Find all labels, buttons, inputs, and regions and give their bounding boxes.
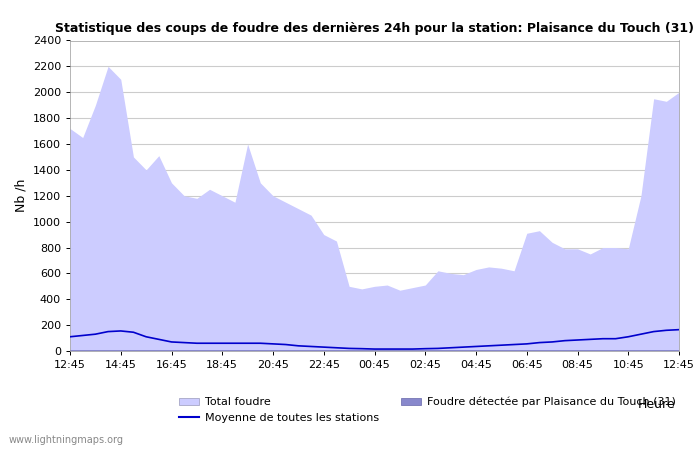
Legend: Total foudre, Moyenne de toutes les stations, Foudre détectée par Plaisance du T: Total foudre, Moyenne de toutes les stat…	[179, 397, 676, 423]
Title: Statistique des coups de foudre des dernières 24h pour la station: Plaisance du : Statistique des coups de foudre des dern…	[55, 22, 694, 35]
Text: Heure: Heure	[638, 398, 676, 411]
Y-axis label: Nb /h: Nb /h	[14, 179, 27, 212]
Text: www.lightningmaps.org: www.lightningmaps.org	[8, 435, 123, 445]
